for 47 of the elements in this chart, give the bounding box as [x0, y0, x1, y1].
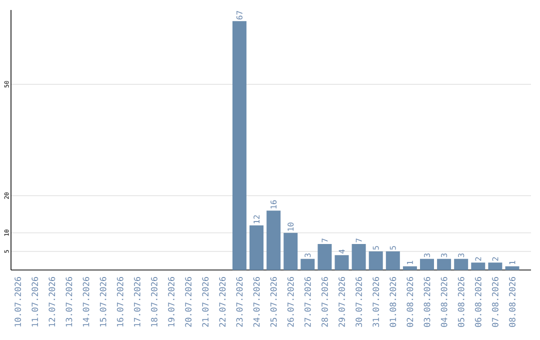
x-tick-label: 01.08.2026: [390, 277, 396, 327]
x-tick-label: 30.07.2026: [356, 277, 362, 327]
x-tick-label: 25.07.2026: [270, 277, 277, 327]
bar: [488, 262, 502, 270]
x-tick-label: 31.07.2026: [372, 277, 380, 327]
bar: [471, 262, 486, 270]
x-tick-label: 28.07.2026: [322, 277, 328, 327]
x-tick-label: 05.08.2026: [458, 277, 464, 327]
x-tick-label: 21.07.2026: [202, 277, 209, 327]
bar: [232, 21, 246, 270]
x-tick-label: 18.07.2026: [151, 277, 158, 326]
bar: [437, 258, 452, 270]
bar: [318, 244, 332, 270]
x-tick-label: 17.07.2026: [134, 277, 140, 326]
x-tick-label: 14.07.2026: [82, 277, 90, 326]
bar: [334, 255, 349, 270]
x-tick-label: 26.07.2026: [287, 277, 294, 327]
x-tick-label: 19.07.2026: [168, 277, 174, 326]
x-tick-label: 15.07.2026: [100, 277, 106, 326]
bar: [266, 210, 281, 270]
x-tick-label: 02.08.2026: [406, 277, 414, 327]
bar: [284, 232, 298, 270]
x-tick-label: 11.07.2026: [32, 277, 38, 326]
x-tick-label: 22.07.2026: [219, 277, 226, 327]
bar: [300, 258, 315, 270]
x-tick-label: 13.07.2026: [66, 277, 72, 326]
x-tick-label: 04.08.2026: [440, 277, 448, 327]
x-tick-label: 23.07.2026: [236, 277, 243, 327]
bar: [402, 266, 417, 270]
bar: [420, 258, 434, 270]
x-tick-label: 16.07.2026: [116, 277, 124, 326]
x-tick-label: 08.08.2026: [509, 277, 516, 327]
bar: [368, 251, 383, 270]
bar: [454, 258, 468, 270]
bar: [386, 251, 400, 270]
x-tick-label: 03.08.2026: [424, 277, 430, 327]
x-tick-label: 20.07.2026: [185, 277, 192, 327]
x-tick-label: 12.07.2026: [48, 277, 56, 326]
x-tick-label: 07.08.2026: [492, 277, 498, 327]
x-tick-label: 29.07.2026: [338, 277, 345, 327]
x-tick-label: 10.07.2026: [14, 277, 22, 326]
x-tick-label: 27.07.2026: [304, 277, 311, 327]
bar: [352, 244, 366, 270]
bar: [505, 266, 520, 270]
x-tick-label: 24.07.2026: [253, 277, 260, 327]
bar: [250, 225, 264, 270]
x-tick-label: 06.08.2026: [474, 277, 482, 327]
